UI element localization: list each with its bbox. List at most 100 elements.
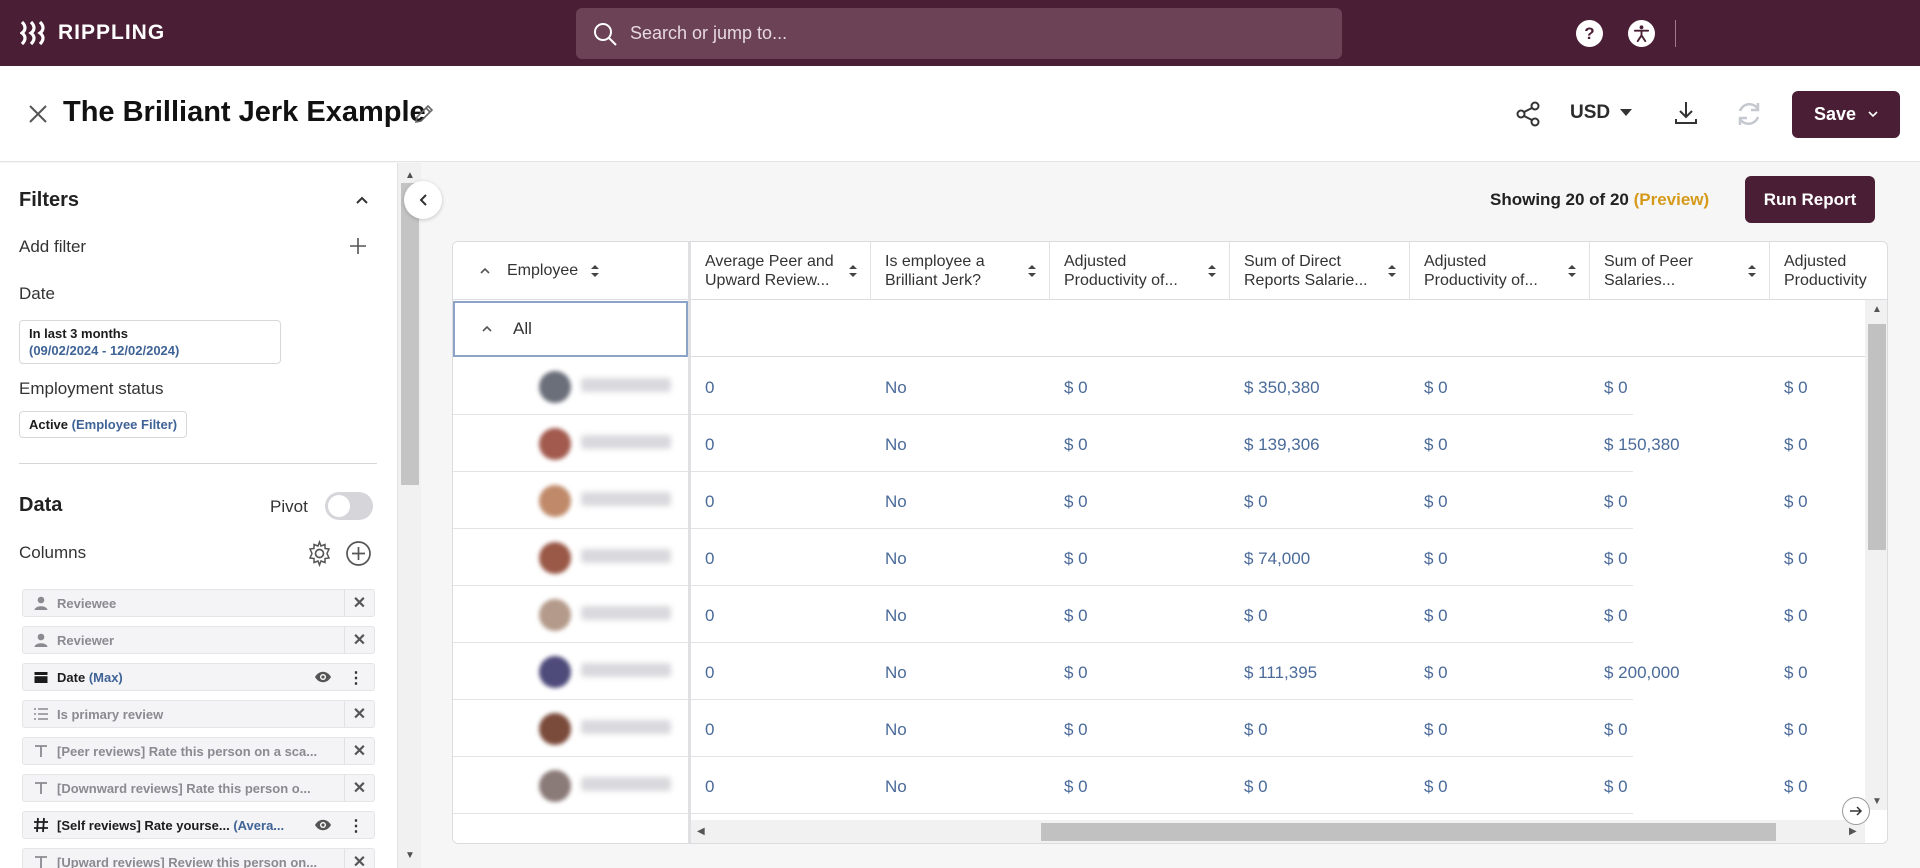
table-cell[interactable]: 0	[705, 435, 715, 454]
save-button[interactable]: Save	[1792, 91, 1900, 138]
table-cell[interactable]: $ 0	[1604, 720, 1628, 739]
column-item[interactable]: Is primary review ✕	[22, 700, 375, 728]
table-cell[interactable]: 0	[705, 606, 715, 625]
table-cell[interactable]: $ 0	[1784, 378, 1808, 397]
remove-column-icon[interactable]: ✕	[344, 627, 374, 653]
table-cell[interactable]: No	[885, 777, 907, 796]
table-horizontal-scrollbar[interactable]: ◀ ▶	[691, 820, 1865, 843]
currency-select[interactable]: USD	[1570, 102, 1633, 124]
column-item[interactable]: [Peer reviews] Rate this person on a sca…	[22, 737, 375, 765]
table-cell[interactable]: $ 0	[1604, 777, 1628, 796]
table-cell[interactable]: $ 0	[1064, 720, 1088, 739]
table-row[interactable]: 0 No $ 0 $ 0 $ 0 $ 0 $ 0	[453, 700, 1808, 757]
table-scroll-left-icon[interactable]: ◀	[697, 826, 705, 837]
chevron-up-icon[interactable]	[479, 266, 491, 276]
table-cell[interactable]: No	[885, 606, 907, 625]
table-cell[interactable]: $ 0	[1424, 606, 1448, 625]
pivot-toggle[interactable]	[325, 492, 373, 520]
sort-icon[interactable]	[848, 264, 858, 278]
table-cell[interactable]: $ 0	[1424, 663, 1448, 682]
scroll-down-arrow-icon[interactable]: ▼	[405, 850, 415, 861]
table-cell[interactable]: $ 0	[1784, 492, 1808, 511]
table-row[interactable]: 0 No $ 0 $ 0 $ 0 $ 0 $ 0	[453, 757, 1808, 814]
table-row[interactable]: 0 No $ 0 $ 0 $ 0 $ 0 $ 0	[453, 472, 1808, 529]
table-cell[interactable]: No	[885, 549, 907, 568]
table-cell[interactable]: $ 0	[1064, 378, 1088, 397]
date-filter-chip[interactable]: In last 3 months (09/02/2024 - 12/02/202…	[19, 320, 281, 364]
sort-icon[interactable]	[1747, 264, 1757, 278]
table-cell[interactable]: $ 0	[1424, 549, 1448, 568]
column-header[interactable]: Adjusted Productivity of...	[1410, 242, 1590, 300]
table-scroll-up-icon[interactable]: ▲	[1872, 304, 1882, 315]
add-column-icon[interactable]	[345, 540, 372, 567]
employee-row[interactable]	[453, 415, 688, 472]
table-row[interactable]: 0 No $ 0 $ 0 $ 0 $ 0 $ 0	[453, 586, 1808, 643]
table-cell[interactable]: $ 0	[1424, 492, 1448, 511]
sort-icon[interactable]	[1567, 264, 1577, 278]
more-vertical-icon[interactable]: ⋮	[348, 818, 364, 835]
table-cell[interactable]: 0	[705, 720, 715, 739]
column-item[interactable]: Reviewer ✕	[22, 626, 375, 654]
column-header[interactable]: Adjusted Productivity	[1770, 242, 1887, 300]
refresh-icon[interactable]	[1734, 99, 1764, 129]
table-row[interactable]: 0 No $ 0 $ 350,380 $ 0 $ 0 $ 0	[453, 358, 1808, 415]
download-icon[interactable]	[1672, 99, 1700, 127]
chevron-up-icon[interactable]	[481, 324, 493, 334]
table-scroll-down-icon[interactable]: ▼	[1872, 796, 1882, 807]
sort-icon[interactable]	[1027, 264, 1037, 278]
collapse-sidebar-button[interactable]	[404, 181, 442, 219]
column-header[interactable]: Sum of Peer Salaries...	[1590, 242, 1770, 300]
employment-filter-chip[interactable]: Active (Employee Filter)	[19, 411, 188, 438]
table-cell[interactable]: $ 350,380	[1244, 378, 1320, 397]
table-cell[interactable]: No	[885, 378, 907, 397]
search-input[interactable]	[630, 23, 1310, 44]
table-row[interactable]: 0 No $ 0 $ 74,000 $ 0 $ 0 $ 0	[453, 529, 1808, 586]
scroll-up-arrow-icon[interactable]: ▲	[405, 170, 415, 181]
employee-row[interactable]	[453, 700, 688, 757]
sort-icon[interactable]	[1387, 264, 1397, 278]
employee-row[interactable]	[453, 358, 688, 415]
table-cell[interactable]: $ 0	[1784, 606, 1808, 625]
table-cell[interactable]: $ 0	[1064, 663, 1088, 682]
employee-row[interactable]	[453, 757, 688, 814]
table-cell[interactable]: 0	[705, 777, 715, 796]
table-cell[interactable]: $ 150,380	[1604, 435, 1680, 454]
chevron-up-icon[interactable]	[355, 196, 369, 205]
table-cell[interactable]: $ 0	[1424, 378, 1448, 397]
remove-column-icon[interactable]: ✕	[344, 849, 374, 868]
table-cell[interactable]: $ 0	[1244, 777, 1268, 796]
table-cell[interactable]: $ 0	[1424, 777, 1448, 796]
add-filter-label[interactable]: Add filter	[19, 237, 87, 256]
table-row[interactable]: 0 No $ 0 $ 111,395 $ 0 $ 200,000 $ 0	[453, 643, 1808, 700]
table-cell[interactable]: $ 0	[1064, 606, 1088, 625]
sort-icon[interactable]	[590, 264, 600, 278]
table-cell[interactable]: $ 111,395	[1244, 663, 1318, 682]
scroll-to-end-button[interactable]	[1842, 797, 1870, 825]
column-header[interactable]: Sum of Direct Reports Salarie...	[1230, 242, 1410, 300]
table-cell[interactable]: No	[885, 492, 907, 511]
table-cell[interactable]: 0	[705, 549, 715, 568]
remove-column-icon[interactable]: ✕	[344, 775, 374, 801]
more-vertical-icon[interactable]: ⋮	[348, 670, 364, 687]
sidebar-scrollbar-thumb[interactable]	[401, 183, 419, 485]
table-cell[interactable]: $ 74,000	[1244, 549, 1311, 568]
table-cell[interactable]: $ 0	[1064, 492, 1088, 511]
table-scroll-right-icon[interactable]: ▶	[1849, 826, 1857, 837]
table-cell[interactable]: $ 200,000	[1604, 663, 1680, 682]
table-cell[interactable]: No	[885, 663, 907, 682]
accessibility-icon[interactable]	[1628, 20, 1655, 47]
employee-row[interactable]	[453, 586, 688, 643]
run-report-button[interactable]: Run Report	[1745, 176, 1875, 223]
table-cell[interactable]: $ 0	[1244, 720, 1268, 739]
table-cell[interactable]: $ 0	[1784, 720, 1808, 739]
column-item[interactable]: Date (Max) ⋮	[22, 663, 375, 691]
table-vertical-scrollbar[interactable]: ▲ ▼	[1865, 300, 1887, 810]
table-cell[interactable]: $ 0	[1604, 492, 1628, 511]
table-vertical-scrollbar-thumb[interactable]	[1868, 324, 1886, 550]
table-cell[interactable]: No	[885, 435, 907, 454]
gear-icon[interactable]	[306, 540, 333, 567]
employee-row[interactable]	[453, 643, 688, 700]
table-cell[interactable]: $ 0	[1784, 435, 1808, 454]
table-cell[interactable]: $ 0	[1244, 492, 1268, 511]
column-header[interactable]: Average Peer and Upward Review...	[691, 242, 871, 300]
